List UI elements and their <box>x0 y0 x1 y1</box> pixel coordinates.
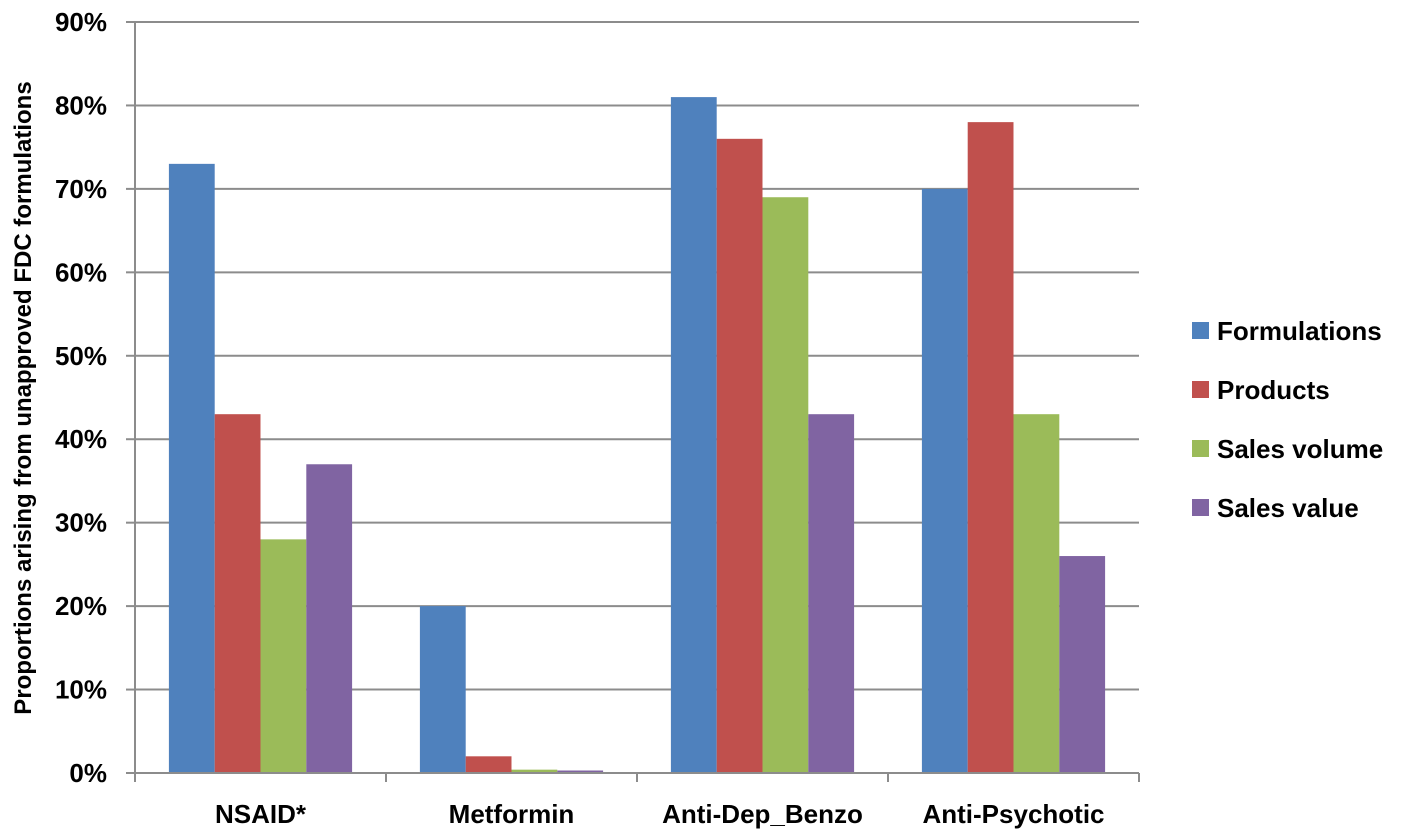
legend-label: Formulations <box>1217 316 1382 346</box>
bar <box>465 756 512 773</box>
y-tick-label: 40% <box>55 424 107 454</box>
y-tick-label: 20% <box>55 591 107 621</box>
x-category-label: Anti-Dep_Benzo <box>662 799 863 829</box>
axes <box>134 22 1140 782</box>
legend-swatch <box>1192 381 1209 398</box>
x-category-label: Anti-Psychotic <box>922 799 1104 829</box>
bar <box>762 197 809 773</box>
y-tick-label: 10% <box>55 675 107 705</box>
bar <box>1013 414 1060 773</box>
y-tick-label: 70% <box>55 174 107 204</box>
y-tick-label: 60% <box>55 257 107 287</box>
legend: Formulations Products Sales volume Sales va… <box>1192 316 1383 523</box>
legend-label: Sales value <box>1217 493 1359 523</box>
bar <box>260 539 307 773</box>
y-tick-label: 0% <box>69 758 107 788</box>
bar <box>716 138 763 774</box>
bars <box>168 97 1106 774</box>
bar <box>921 188 968 773</box>
x-category-labels: NSAID* Metformin Anti-Dep_Benzo Anti-Psycho… <box>215 799 1105 829</box>
y-tick-label: 90% <box>55 7 107 37</box>
x-category-label: Metformin <box>449 799 575 829</box>
bar <box>557 770 604 773</box>
bar <box>808 414 855 773</box>
bar <box>419 606 466 773</box>
bar <box>306 464 353 773</box>
bar <box>168 163 215 773</box>
bar <box>967 122 1014 774</box>
y-axis-label: Proportions arising from unapproved FDC … <box>10 81 37 714</box>
legend-label: Sales volume <box>1217 434 1383 464</box>
bar <box>670 97 717 774</box>
y-tick-label: 30% <box>55 508 107 538</box>
y-tick-label: 50% <box>55 341 107 371</box>
legend-swatch <box>1192 322 1209 339</box>
bar <box>214 414 261 773</box>
bar <box>1059 556 1106 773</box>
y-tick-labels: 0% 10% 20% 30% 40% 50% 60% 70% 80% 90% <box>55 7 107 788</box>
bar <box>511 769 558 773</box>
legend-swatch <box>1192 440 1209 457</box>
x-category-label: NSAID* <box>215 799 307 829</box>
y-tick-label: 80% <box>55 90 107 120</box>
legend-label: Products <box>1217 375 1330 405</box>
legend-swatch <box>1192 499 1209 516</box>
